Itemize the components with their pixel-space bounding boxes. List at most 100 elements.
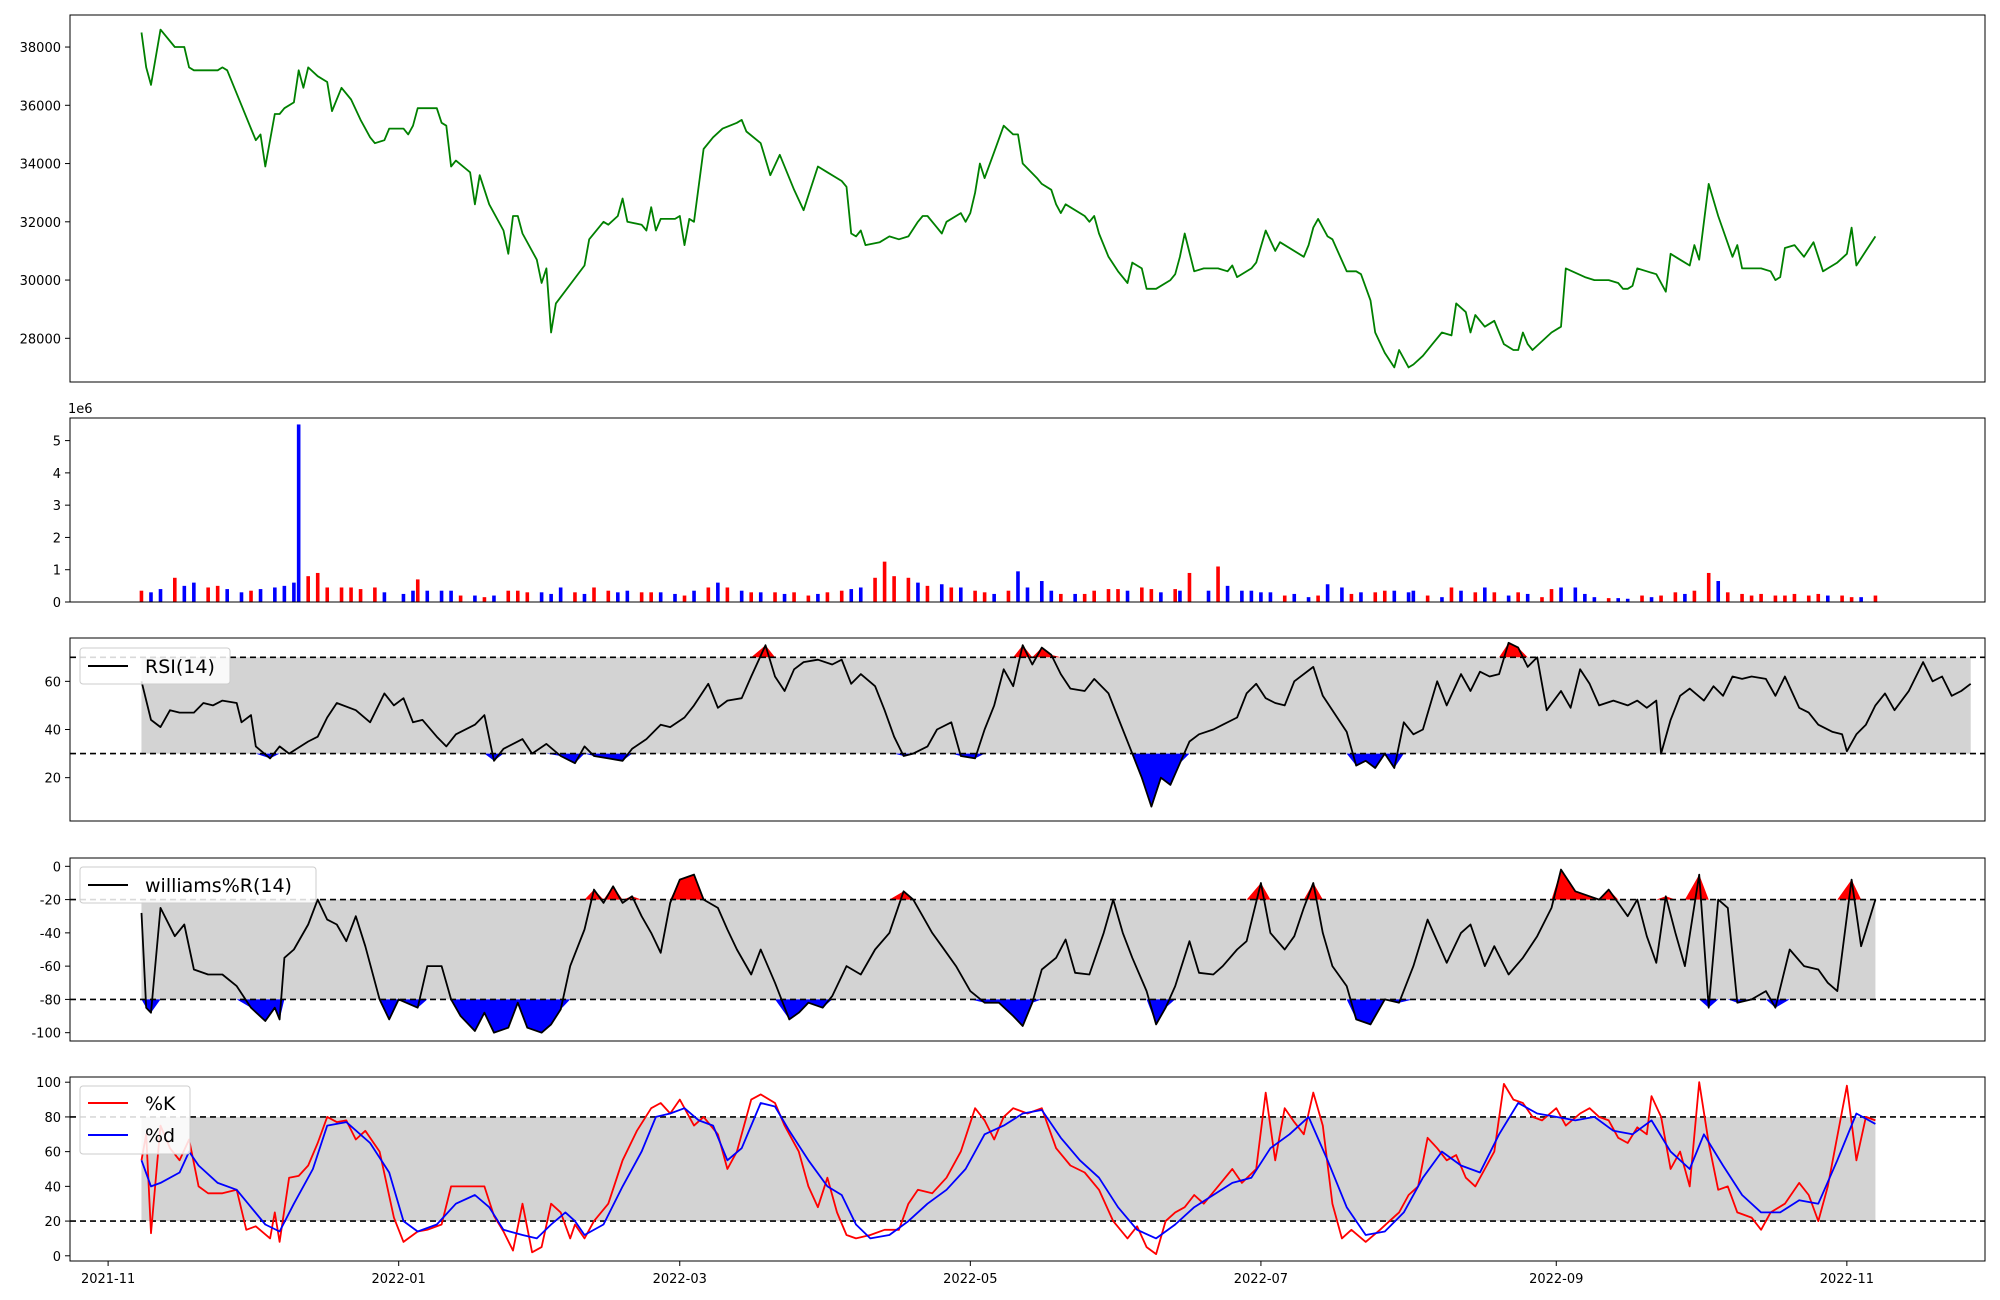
volume-bar bbox=[616, 592, 620, 602]
volume-bar bbox=[539, 592, 544, 602]
stochastic-panel: 0 20 40 60 80 100 2021-11 2022-01 2022-03 2022-0… bbox=[36, 1076, 1986, 1287]
volume-ytick-label: 4 bbox=[53, 467, 61, 482]
volume-bar bbox=[458, 595, 463, 602]
volume-bar bbox=[1606, 598, 1611, 602]
volume-bar bbox=[1659, 595, 1663, 602]
volume-bar bbox=[192, 582, 196, 602]
volume-bar bbox=[1259, 592, 1263, 602]
volume-bar bbox=[1206, 590, 1211, 602]
stochastic-ytick-label: 100 bbox=[36, 1076, 61, 1091]
volume-bar bbox=[706, 587, 711, 602]
volume-bar bbox=[873, 577, 877, 602]
volume-bar bbox=[282, 585, 287, 602]
volume-bar bbox=[1440, 597, 1444, 602]
volume-bar bbox=[1059, 593, 1063, 602]
volume-bar bbox=[1592, 597, 1597, 602]
volume-bar bbox=[849, 589, 854, 602]
price-ytick-label: 30000 bbox=[20, 274, 61, 289]
volume-bar bbox=[739, 590, 744, 602]
volume-bar bbox=[1316, 595, 1320, 602]
volume-bar bbox=[1282, 595, 1287, 602]
williams-threshold-band bbox=[141, 899, 1876, 1000]
volume-bar bbox=[592, 587, 596, 602]
volume-bar bbox=[1382, 590, 1387, 602]
volume-bar bbox=[1016, 571, 1020, 602]
stochastic-axes-frame bbox=[69, 1076, 1986, 1262]
volume-bar bbox=[1325, 584, 1330, 602]
price-ytick-label: 36000 bbox=[20, 99, 61, 114]
volume-bar bbox=[1049, 590, 1054, 602]
volume-bar bbox=[1683, 593, 1687, 602]
volume-bar bbox=[411, 590, 415, 602]
volume-bar bbox=[325, 587, 330, 602]
x-tick-label: 2022-05 bbox=[943, 1272, 997, 1287]
volume-bar bbox=[1749, 595, 1754, 602]
volume-bar bbox=[1116, 589, 1120, 602]
volume-bar bbox=[373, 587, 377, 602]
williams-ytick-label: -100 bbox=[31, 1027, 61, 1042]
volume-bar bbox=[1725, 592, 1730, 602]
volume-bar bbox=[1187, 572, 1192, 602]
volume-ytick-label: 1 bbox=[53, 564, 61, 579]
volume-bar bbox=[639, 592, 644, 602]
rsi-ytick-label: 60 bbox=[44, 675, 61, 690]
volume-bar bbox=[773, 592, 777, 602]
volume-bar bbox=[239, 592, 244, 602]
volume-bar bbox=[1616, 598, 1620, 602]
volume-bar bbox=[139, 590, 144, 602]
volume-bar bbox=[1373, 592, 1378, 602]
x-tick-label: 2021-11 bbox=[81, 1272, 135, 1287]
stochastic-legend-label-k: %K bbox=[145, 1093, 176, 1115]
stochastic-series-line--k bbox=[140, 1081, 1876, 1255]
volume-bar bbox=[1759, 593, 1763, 602]
volume-bar bbox=[1173, 589, 1177, 602]
volume-bar bbox=[296, 424, 301, 602]
volume-bar bbox=[273, 587, 277, 602]
williams-ytick-label: -40 bbox=[40, 927, 61, 942]
williams-ytick-label: -80 bbox=[40, 993, 61, 1008]
volume-bar bbox=[292, 582, 296, 602]
volume-bar bbox=[1840, 595, 1844, 602]
price-ytick-label: 32000 bbox=[20, 216, 61, 231]
volume-bar bbox=[1340, 587, 1344, 602]
stochastic-ytick-label: 0 bbox=[53, 1250, 61, 1265]
price-ytick-label: 38000 bbox=[20, 41, 61, 56]
volume-bar bbox=[725, 587, 730, 602]
volume-bar bbox=[1159, 592, 1163, 602]
williams-axes-frame bbox=[69, 857, 1986, 1042]
volume-ytick-label: 3 bbox=[53, 499, 61, 514]
volume-bar bbox=[1140, 587, 1144, 602]
volume-bar bbox=[1039, 581, 1044, 602]
volume-bar bbox=[1873, 595, 1878, 602]
volume-bar bbox=[1792, 593, 1797, 602]
volume-bar bbox=[1583, 593, 1587, 602]
x-tick-label: 2022-11 bbox=[1820, 1272, 1874, 1287]
volume-bar bbox=[1559, 587, 1563, 602]
volume-bar bbox=[158, 589, 163, 602]
volume-bar bbox=[306, 576, 310, 602]
williams-series-line-williams-r-14- bbox=[140, 868, 1877, 1034]
volume-bar bbox=[225, 589, 230, 602]
volume-bar bbox=[892, 576, 896, 602]
volume-ytick-label: 2 bbox=[53, 531, 61, 546]
stochastic-ytick-label: 40 bbox=[44, 1180, 61, 1195]
volume-bar bbox=[1092, 590, 1096, 602]
rsi-overbought-fill bbox=[141, 642, 1971, 658]
stochastic-threshold-band bbox=[141, 1116, 1876, 1222]
volume-bar bbox=[825, 592, 830, 602]
volume-bar bbox=[1268, 592, 1273, 602]
williams-panel: -100 -80 -60 -40 -20 0 williams%R(14) bbox=[31, 857, 1986, 1042]
rsi-threshold-band bbox=[141, 657, 1971, 754]
volume-bar bbox=[1692, 590, 1697, 602]
volume-bar bbox=[1082, 593, 1087, 602]
williams-ytick-label: -20 bbox=[40, 894, 61, 909]
williams-ytick-label: 0 bbox=[53, 860, 61, 875]
volume-bar bbox=[1306, 597, 1311, 602]
volume-bar bbox=[816, 593, 820, 602]
volume-bar bbox=[1506, 595, 1511, 602]
rsi-panel: 20 40 60 RSI(14) bbox=[44, 637, 1986, 822]
volume-bar bbox=[1483, 587, 1487, 602]
rsi-legend: RSI(14) bbox=[79, 647, 231, 685]
volume-bar bbox=[682, 595, 687, 602]
volume-bar bbox=[649, 592, 653, 602]
